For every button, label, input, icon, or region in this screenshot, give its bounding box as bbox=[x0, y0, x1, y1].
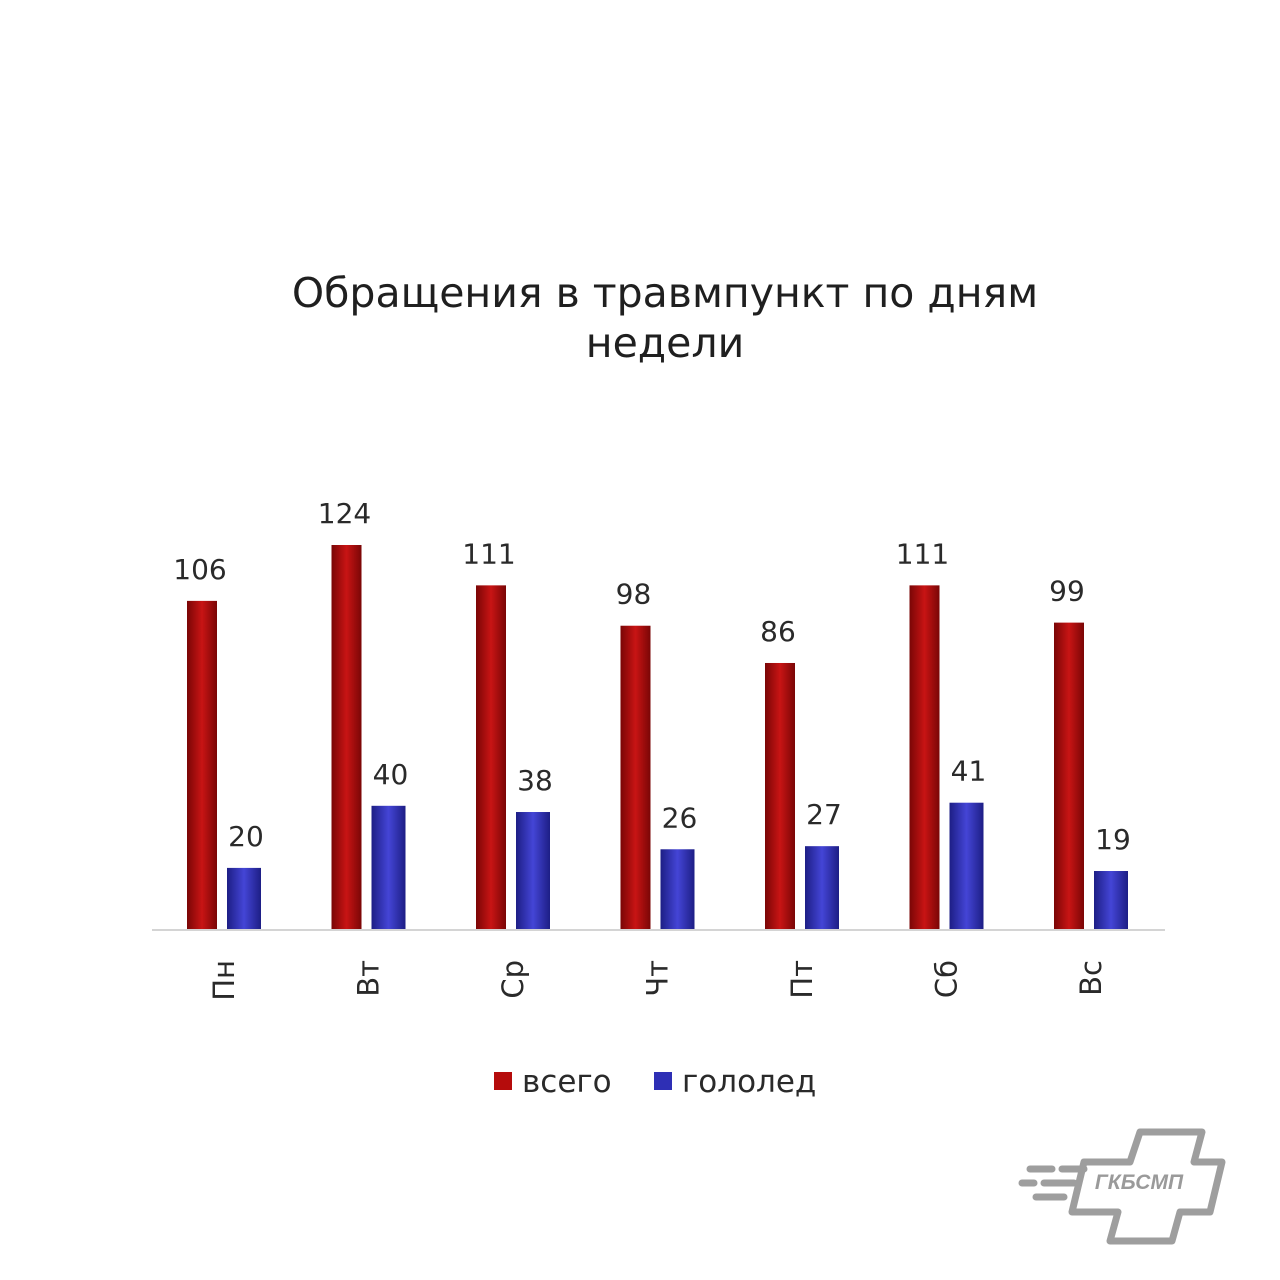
legend-label-1: гололед bbox=[682, 1064, 816, 1100]
bar-ice-6 bbox=[1094, 871, 1128, 930]
value-label-ice-1: 40 bbox=[373, 758, 409, 791]
bar-ice-5 bbox=[949, 802, 984, 930]
bars-layer: 106 20 124 40 111 38 98 26 86 27 111 41 99 19 bbox=[173, 497, 1131, 930]
value-label-ice-3: 26 bbox=[662, 801, 698, 834]
value-label-total-6: 99 bbox=[1049, 575, 1085, 608]
category-label-0: Пн bbox=[207, 960, 241, 1001]
bar-total-5 bbox=[909, 585, 940, 930]
chart-title-line-2: недели bbox=[585, 319, 745, 367]
category-labels: Пн Вт Ср Чт Пт Сб Вс bbox=[207, 960, 1108, 1001]
bar-total-0 bbox=[187, 600, 217, 930]
category-label-6: Вс bbox=[1074, 960, 1108, 996]
legend-label-0: всего bbox=[522, 1064, 612, 1100]
value-label-ice-0: 20 bbox=[228, 820, 264, 853]
bar-total-3 bbox=[620, 625, 651, 930]
value-label-ice-2: 38 bbox=[517, 764, 553, 797]
category-label-2: Ср bbox=[496, 960, 530, 999]
value-label-total-4: 86 bbox=[760, 615, 796, 648]
bar-total-2 bbox=[476, 585, 506, 930]
bar-total-1 bbox=[331, 545, 362, 930]
legend-swatch-1 bbox=[654, 1072, 672, 1090]
chart-title-line-1: Обращения в травмпункт по дням bbox=[291, 269, 1039, 317]
category-label-3: Чт bbox=[641, 960, 675, 997]
category-label-1: Вт bbox=[352, 960, 386, 997]
bar-ice-0 bbox=[227, 867, 261, 930]
medical-cross-icon bbox=[1068, 1128, 1226, 1245]
value-label-ice-4: 27 bbox=[806, 798, 842, 831]
category-label-5: Сб bbox=[930, 960, 964, 998]
value-label-ice-5: 41 bbox=[951, 755, 987, 788]
chart-title: Обращения в травмпункт по дням недели bbox=[210, 268, 1120, 368]
bar-total-6 bbox=[1054, 622, 1084, 930]
value-label-total-5: 111 bbox=[896, 537, 949, 570]
value-label-ice-6: 19 bbox=[1095, 823, 1131, 856]
legend: всего гололед bbox=[494, 1064, 816, 1100]
value-label-total-2: 111 bbox=[462, 537, 515, 570]
bar-ice-1 bbox=[371, 805, 406, 930]
hospital-logo: ГКБСМП bbox=[1018, 1128, 1226, 1245]
logo-text: ГКБСМП bbox=[1095, 1171, 1184, 1194]
bar-ice-2 bbox=[516, 812, 550, 930]
bar-ice-3 bbox=[660, 849, 695, 930]
bar-total-4 bbox=[765, 662, 795, 930]
value-label-total-0: 106 bbox=[173, 553, 226, 586]
value-label-total-1: 124 bbox=[318, 497, 371, 530]
value-label-total-3: 98 bbox=[616, 578, 652, 611]
bar-ice-4 bbox=[805, 846, 839, 930]
category-label-4: Пт bbox=[785, 960, 819, 999]
legend-swatch-0 bbox=[494, 1072, 512, 1090]
